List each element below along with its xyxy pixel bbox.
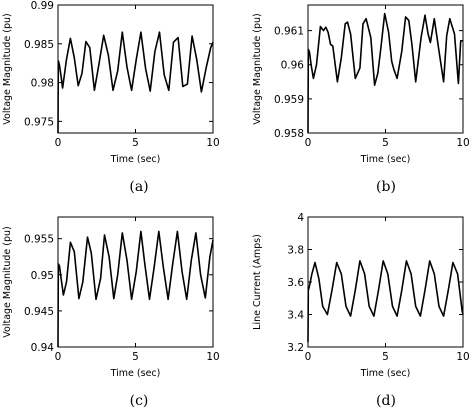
y-tick-label: 0.955: [24, 234, 54, 246]
y-tick-label: 0.96: [281, 60, 305, 72]
plot-frame: [57, 216, 214, 348]
x-tick-label: 10: [456, 137, 469, 149]
y-axis-label: Line Current (Amps): [252, 234, 263, 330]
x-tick-label: 0: [55, 351, 62, 363]
x-tick-label: 0: [305, 351, 312, 363]
chart-panel-a: 0 5 10 0.975 0.98 0.985 0.99 Time (sec) Voltage …: [2, 0, 220, 195]
y-tick-label: 3.6: [287, 277, 304, 289]
y-tick-label: 4: [297, 212, 304, 224]
y-tick-label: 0.945: [24, 306, 54, 318]
y-tick-label: 0.98: [31, 78, 54, 90]
series-line: [57, 230, 214, 348]
x-tick-label: 10: [206, 351, 219, 363]
y-tick-label: 0.959: [274, 94, 304, 106]
x-tick-label: 10: [206, 137, 219, 149]
chart-panel-b: 0 5 10 0.958 0.959 0.96 0.961 Time (sec) Voltage…: [252, 4, 470, 195]
y-tick-label: 0.94: [31, 342, 55, 354]
x-tick-label: 10: [456, 351, 469, 363]
chart-panel-c: 0 5 10 0.94 0.945 0.95 0.955 Time (sec) Voltage …: [2, 216, 220, 409]
x-tick-label: 5: [132, 137, 139, 149]
series-line: [307, 12, 463, 134]
x-axis-label: Time (sec): [110, 154, 161, 165]
x-tick-label: 5: [382, 351, 389, 363]
panel-caption: (a): [129, 179, 148, 195]
y-tick-label: 3.8: [287, 245, 304, 257]
plot-frame: [307, 4, 464, 134]
y-axis-label: Voltage Magnitude (pu): [2, 13, 13, 124]
x-axis-label: Time (sec): [360, 368, 411, 379]
y-tick-label: 0.958: [274, 128, 304, 140]
y-axis-label: Voltage Magnitude (pu): [252, 13, 263, 124]
series-line: [307, 260, 464, 343]
panel-caption: (b): [376, 179, 396, 195]
y-tick-label: 0.961: [274, 26, 304, 38]
x-tick-label: 0: [55, 137, 62, 149]
panel-caption: (d): [376, 393, 396, 409]
y-axis-label: Voltage Magnitude (pu): [2, 226, 13, 337]
panel-caption: (c): [130, 393, 149, 409]
y-tick-label: 0.975: [24, 116, 54, 128]
plot-frame: [307, 216, 464, 348]
x-axis-label: Time (sec): [110, 368, 161, 379]
x-tick-label: 5: [382, 137, 389, 149]
x-tick-label: 0: [305, 137, 312, 149]
x-axis-label: Time (sec): [360, 154, 411, 165]
y-tick-label: 3.4: [287, 310, 304, 322]
y-tick-label: 0.95: [31, 270, 54, 282]
y-tick-label: 3.2: [287, 342, 304, 354]
y-tick-label: 0.99: [31, 0, 54, 12]
series-line: [57, 31, 214, 134]
chart-panel-d: 0 5 10 3.2 3.4 3.6 3.8 4 Time (sec) Line Current …: [252, 212, 470, 409]
y-tick-label: 0.985: [24, 39, 54, 51]
x-tick-label: 5: [132, 351, 139, 363]
